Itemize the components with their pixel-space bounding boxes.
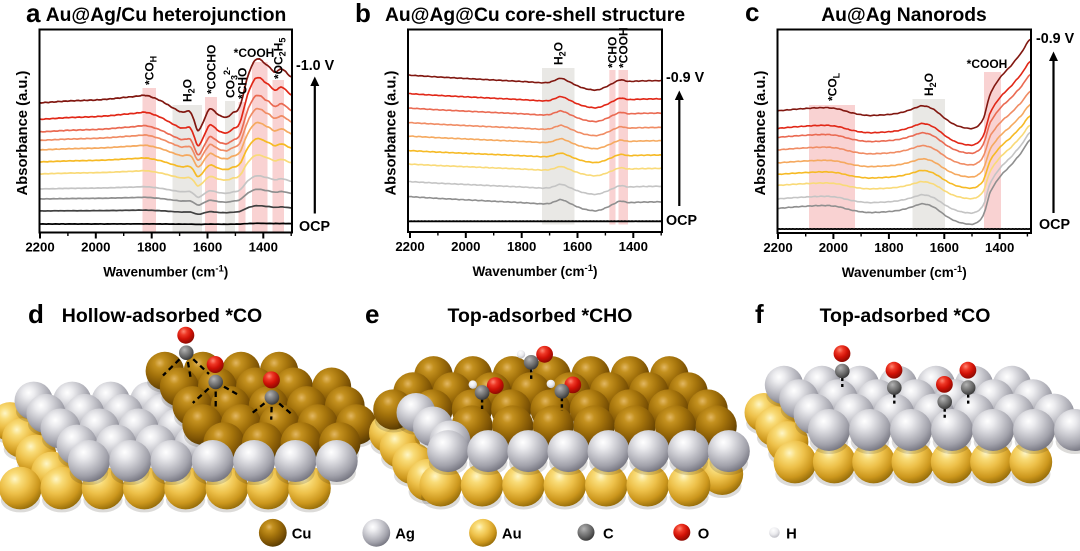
svg-text:-1.0 V: -1.0 V xyxy=(296,58,335,74)
svg-text:-0.9 V: -0.9 V xyxy=(1036,31,1075,47)
svg-text:OCP: OCP xyxy=(1039,217,1070,233)
svg-text:*COOH: *COOH xyxy=(967,57,1008,71)
svg-text:Wavenumber (cm-1): Wavenumber (cm-1) xyxy=(842,264,967,280)
svg-text:H2O: H2O xyxy=(552,42,568,65)
svg-text:2200: 2200 xyxy=(395,239,424,254)
svg-text:1400: 1400 xyxy=(619,239,648,254)
svg-text:Absorbance (a.u.): Absorbance (a.u.) xyxy=(15,70,31,195)
svg-text:H2O: H2O xyxy=(922,73,938,96)
svg-text:Au@Ag Nanorods: Au@Ag Nanorods xyxy=(821,5,987,26)
svg-text:2200: 2200 xyxy=(763,240,792,255)
svg-text:OCP: OCP xyxy=(666,213,697,229)
svg-text:*OC2H5: *OC2H5 xyxy=(272,38,288,79)
svg-text:a: a xyxy=(26,0,41,28)
svg-text:1600: 1600 xyxy=(193,239,222,254)
svg-text:Au@Ag@Cu core-shell structure: Au@Ag@Cu core-shell structure xyxy=(385,5,685,26)
svg-text:b: b xyxy=(355,0,371,28)
svg-text:Cu: Cu xyxy=(292,526,312,542)
svg-text:*COH: *COH xyxy=(143,56,159,85)
svg-text:c: c xyxy=(745,0,759,27)
svg-text:H: H xyxy=(786,526,797,542)
svg-text:1400: 1400 xyxy=(985,240,1014,255)
svg-text:C: C xyxy=(603,526,614,542)
svg-text:-0.9 V: -0.9 V xyxy=(666,70,705,86)
svg-text:Ag: Ag xyxy=(395,526,415,542)
svg-text:Absorbance (a.u.): Absorbance (a.u.) xyxy=(384,70,400,195)
svg-text:2000: 2000 xyxy=(81,239,110,254)
svg-text:1600: 1600 xyxy=(930,240,959,255)
svg-text:Hollow-adsorbed *CO: Hollow-adsorbed *CO xyxy=(62,305,262,327)
svg-text:2000: 2000 xyxy=(451,239,480,254)
svg-text:H2O: H2O xyxy=(181,79,197,102)
svg-text:e: e xyxy=(365,299,379,329)
svg-text:Top-adsorbed *CO: Top-adsorbed *CO xyxy=(820,305,991,327)
svg-text:1800: 1800 xyxy=(874,240,903,255)
svg-text:1400: 1400 xyxy=(249,239,278,254)
svg-text:*COCHO: *COCHO xyxy=(204,45,218,94)
svg-text:1800: 1800 xyxy=(137,239,166,254)
svg-text:Absorbance (a.u.): Absorbance (a.u.) xyxy=(753,70,769,195)
svg-text:OCP: OCP xyxy=(299,219,330,235)
svg-text:d: d xyxy=(28,299,44,329)
svg-text:Wavenumber (cm-1): Wavenumber (cm-1) xyxy=(103,264,228,280)
svg-text:Top-adsorbed *CHO: Top-adsorbed *CHO xyxy=(448,305,633,327)
svg-text:*COOH: *COOH xyxy=(234,46,275,60)
svg-text:Au@Ag/Cu heterojunction: Au@Ag/Cu heterojunction xyxy=(46,5,287,26)
svg-text:*COL: *COL xyxy=(825,72,841,101)
svg-text:Au: Au xyxy=(502,526,522,542)
svg-text:O: O xyxy=(698,526,710,542)
svg-text:CO32-: CO32- xyxy=(222,67,239,98)
svg-text:Wavenumber (cm-1): Wavenumber (cm-1) xyxy=(473,263,598,279)
svg-text:2000: 2000 xyxy=(819,240,848,255)
svg-text:*COOH: *COOH xyxy=(617,27,631,68)
svg-text:f: f xyxy=(755,299,764,329)
svg-text:*CHO: *CHO xyxy=(606,37,620,68)
svg-text:1600: 1600 xyxy=(563,239,592,254)
svg-text:2200: 2200 xyxy=(25,239,54,254)
svg-text:1800: 1800 xyxy=(507,239,536,254)
svg-text:*CHO: *CHO xyxy=(235,68,249,99)
